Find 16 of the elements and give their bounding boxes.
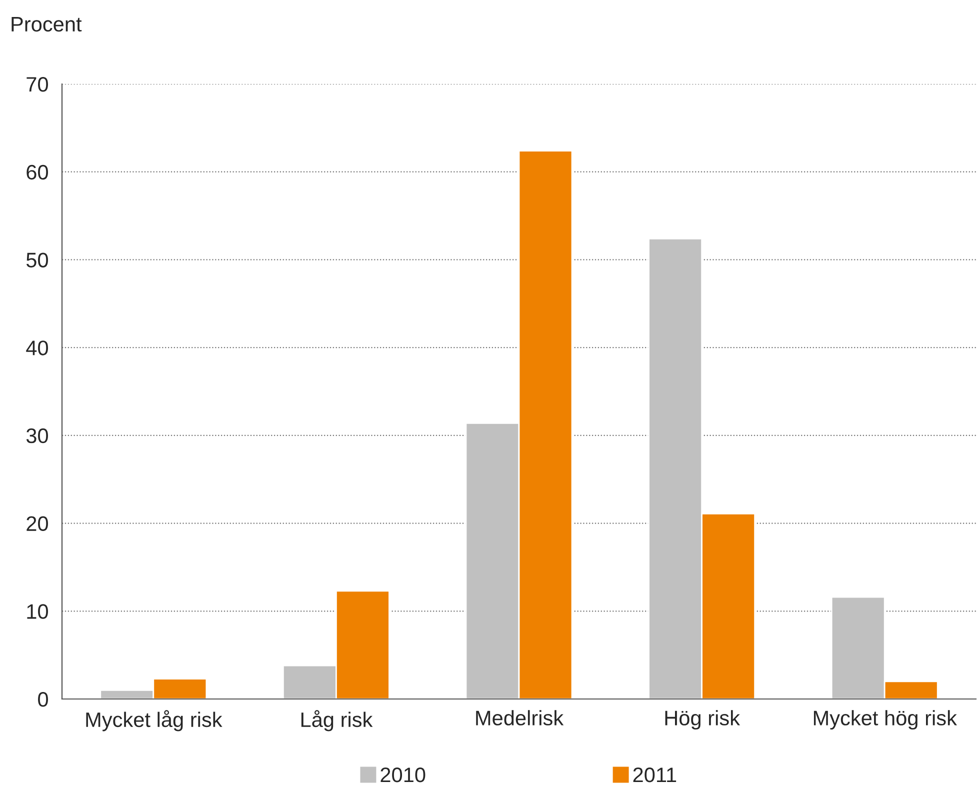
- x-tick-label: Mycket hög risk: [814, 710, 957, 730]
- legend-label: 2011: [633, 768, 676, 782]
- y-tick-label: 10: [27, 604, 48, 619]
- legend-label: 2010: [380, 768, 426, 782]
- x-tick-label: Mycket låg risk: [86, 710, 222, 732]
- y-tick-label: 50: [26, 252, 48, 268]
- y-tick-label: 20: [26, 516, 48, 532]
- x-tick-label: Medelrisk: [476, 710, 564, 726]
- x-tick-label: Låg risk: [301, 710, 373, 732]
- y-axis-title: Procent: [12, 17, 82, 32]
- y-tick-label: 40: [26, 340, 48, 356]
- y-tick-label: 60: [26, 164, 48, 180]
- y-tick-label: 70: [26, 77, 48, 92]
- x-tick-label: Hög risk: [665, 710, 740, 730]
- y-tick-label: 0: [38, 692, 48, 707]
- y-tick-label: 30: [26, 428, 48, 444]
